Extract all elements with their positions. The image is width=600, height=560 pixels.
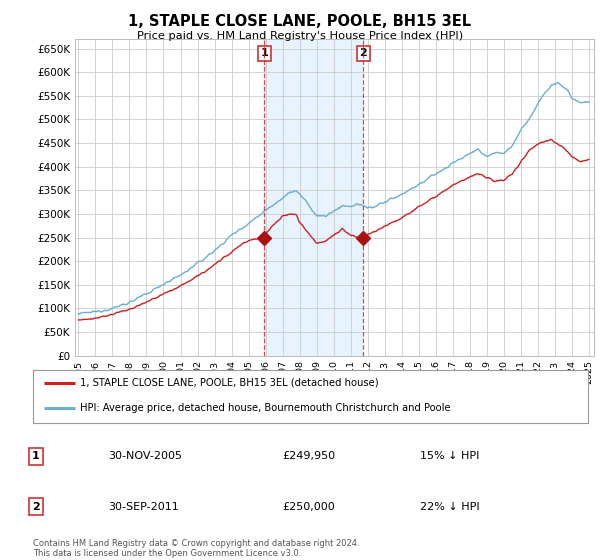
Bar — [264, 39, 364, 356]
Text: £249,950: £249,950 — [282, 451, 335, 461]
Text: 1, STAPLE CLOSE LANE, POOLE, BH15 3EL: 1, STAPLE CLOSE LANE, POOLE, BH15 3EL — [128, 14, 472, 29]
Text: £250,000: £250,000 — [282, 502, 335, 512]
Text: 1: 1 — [32, 451, 40, 461]
Text: 30-NOV-2005: 30-NOV-2005 — [108, 451, 182, 461]
Text: 1: 1 — [260, 48, 268, 58]
Text: HPI: Average price, detached house, Bournemouth Christchurch and Poole: HPI: Average price, detached house, Bour… — [80, 403, 451, 413]
Text: 1, STAPLE CLOSE LANE, POOLE, BH15 3EL (detached house): 1, STAPLE CLOSE LANE, POOLE, BH15 3EL (d… — [80, 378, 379, 388]
Text: Price paid vs. HM Land Registry's House Price Index (HPI): Price paid vs. HM Land Registry's House … — [137, 31, 463, 41]
Text: 22% ↓ HPI: 22% ↓ HPI — [420, 502, 479, 512]
Text: Contains HM Land Registry data © Crown copyright and database right 2024.
This d: Contains HM Land Registry data © Crown c… — [33, 539, 359, 558]
Text: 2: 2 — [32, 502, 40, 512]
Text: 2: 2 — [359, 48, 367, 58]
Text: 30-SEP-2011: 30-SEP-2011 — [108, 502, 179, 512]
Text: 15% ↓ HPI: 15% ↓ HPI — [420, 451, 479, 461]
